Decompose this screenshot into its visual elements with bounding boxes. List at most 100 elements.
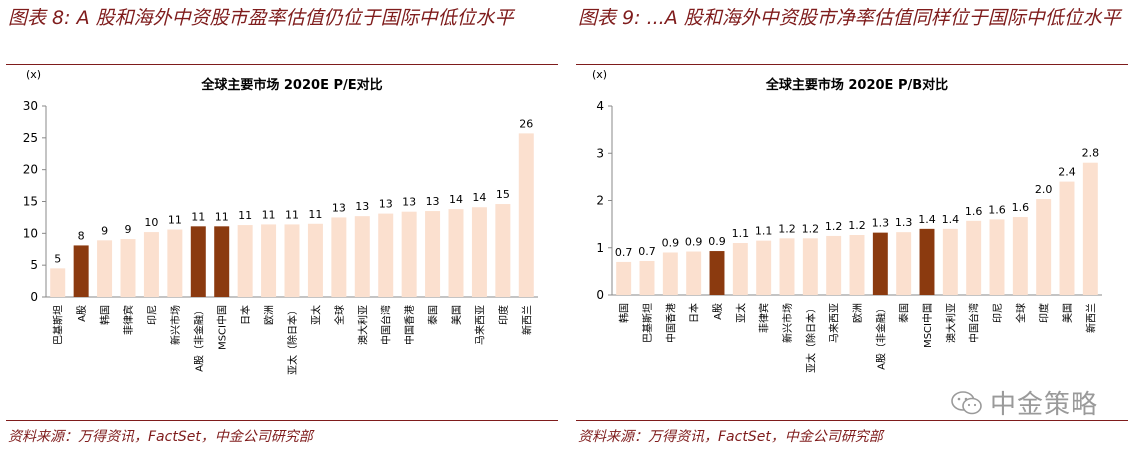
data-label: 1.2 [848, 219, 866, 232]
data-label: 8 [78, 229, 85, 242]
data-label: 9 [101, 224, 108, 237]
x-tick-label: 澳大利亚 [944, 303, 957, 343]
bar [143, 232, 159, 297]
watermark: 中金策略 [950, 384, 1098, 421]
data-label: 11 [238, 209, 252, 222]
x-tick-label: 新西兰 [520, 305, 533, 335]
bar [756, 240, 772, 295]
data-label: 1.4 [918, 213, 936, 226]
x-tick-label: 新兴市场 [169, 305, 182, 345]
x-tick-label: 美国 [1061, 303, 1074, 323]
data-label: 1.3 [895, 216, 913, 229]
bar [378, 213, 394, 297]
x-tick-label: 全球 [333, 305, 346, 325]
bar [989, 219, 1005, 295]
data-label: 11 [285, 208, 299, 221]
bar [261, 224, 277, 297]
x-tick-label: 菲律宾 [122, 305, 135, 335]
data-label: 11 [191, 210, 205, 223]
x-tick-label: MSCI中国 [216, 305, 229, 350]
x-tick-label: 中国香港 [403, 305, 416, 345]
x-tick-label: 新兴市场 [781, 303, 794, 343]
y-tick-label: 2 [596, 194, 604, 208]
data-label: 13 [355, 200, 369, 213]
x-tick-label: 菲律宾 [758, 303, 771, 333]
bar [896, 232, 912, 295]
data-label: 2.4 [1058, 166, 1076, 179]
x-tick-label: 印尼 [146, 305, 158, 325]
source-rule [6, 420, 558, 421]
bar [495, 204, 511, 297]
bar [471, 207, 487, 297]
bar [732, 243, 748, 295]
data-label: 1.2 [778, 222, 796, 235]
y-tick-label: 15 [23, 195, 38, 209]
data-label: 1.2 [802, 222, 820, 235]
data-label: 11 [308, 208, 322, 221]
x-tick-label: 欧洲 [852, 303, 864, 323]
x-tick-label: 巴基斯坦 [641, 303, 654, 343]
data-label: 0.9 [685, 236, 703, 249]
data-label: 1.4 [942, 213, 960, 226]
y-tick-label: 3 [596, 146, 604, 160]
bar [1036, 199, 1052, 295]
y-tick-label: 20 [23, 163, 38, 177]
y-tick-label: 0 [30, 290, 38, 304]
data-label: 11 [262, 208, 276, 221]
figure-title: 图表 9: ...A 股和海外中资股市净率估值同样位于国际中低位水平 [578, 7, 1121, 29]
x-tick-label: A股（非金融） [192, 305, 205, 372]
x-tick-label: 马来西亚 [474, 305, 486, 345]
x-tick-label: 日本 [239, 305, 252, 325]
x-tick-label: 印度 [497, 305, 510, 325]
data-label: 14 [449, 193, 463, 206]
data-label: 1.1 [755, 225, 773, 238]
bar [354, 216, 370, 297]
x-tick-label: 美国 [450, 305, 463, 325]
x-tick-label: 全球 [1014, 303, 1027, 323]
data-label: 0.7 [615, 246, 633, 259]
bar [97, 240, 113, 297]
x-tick-label: 中国台湾 [968, 303, 981, 343]
data-label: 10 [144, 216, 158, 229]
bar [73, 245, 89, 297]
x-tick-label: A股 [76, 305, 88, 322]
data-label: 2.8 [1082, 147, 1100, 160]
bar [214, 226, 230, 297]
x-tick-label: 亚太（除日本） [286, 305, 299, 375]
bar [919, 228, 935, 295]
data-label: 0.9 [662, 236, 680, 249]
y-tick-label: 1 [596, 241, 604, 255]
bar [686, 251, 702, 295]
watermark-text: 中金策略 [990, 390, 1099, 420]
x-tick-label: 日本 [688, 303, 701, 323]
x-tick-label: 韩国 [99, 305, 112, 325]
figure-title: 图表 8: A 股和海外中资股市盈率估值仍位于国际中低位水平 [8, 7, 514, 29]
y-tick-label: 10 [23, 226, 38, 240]
x-tick-label: 亚太 [734, 303, 747, 323]
pe-bar-chart: 全球主要市场 2020E P/E对比 (x) 0 5 10 15 20 25 30 5 巴基斯坦 8 A… [23, 68, 538, 375]
source-note: 资料来源：万得资讯，FactSet，中金公司研究部 [8, 429, 313, 445]
title-rule [576, 64, 1128, 65]
pb-bar-chart: 全球主要市场 2020E P/B对比 (x) 0 1 2 3 4 0.7 韩国 0.7 巴基斯坦 0.… [592, 68, 1102, 373]
data-label: 5 [54, 252, 61, 265]
y-tick-label: 25 [23, 131, 38, 145]
y-tick-label: 30 [23, 99, 38, 113]
title-rule [6, 64, 558, 65]
y-unit-label: (x) [26, 68, 41, 81]
bar [448, 209, 464, 297]
data-label: 1.2 [825, 220, 843, 233]
bar [662, 252, 678, 295]
wechat-icon [951, 390, 982, 414]
bar [872, 232, 888, 295]
bar [942, 228, 958, 295]
bar [284, 224, 300, 297]
data-label: 1.6 [965, 205, 983, 218]
data-label: 13 [426, 195, 440, 208]
bar [1059, 181, 1075, 295]
bar [167, 229, 183, 297]
data-label: 13 [402, 196, 416, 209]
x-tick-label: A股（非金融） [874, 303, 887, 370]
x-tick-label: 马来西亚 [829, 303, 841, 343]
data-label: 15 [496, 188, 510, 201]
x-tick-label: 泰国 [427, 305, 440, 325]
